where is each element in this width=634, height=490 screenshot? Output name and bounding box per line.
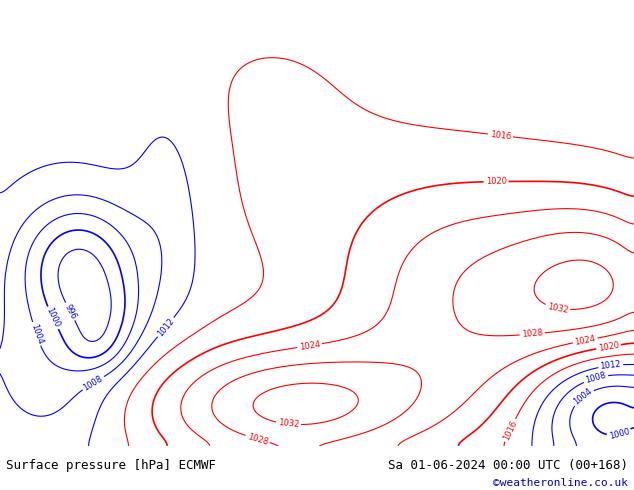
Text: ©weatheronline.co.uk: ©weatheronline.co.uk xyxy=(493,478,628,488)
Text: 1008: 1008 xyxy=(585,371,607,385)
Text: 1016: 1016 xyxy=(501,419,519,441)
Text: Sa 01-06-2024 00:00 UTC (00+168): Sa 01-06-2024 00:00 UTC (00+168) xyxy=(387,459,628,472)
Text: Surface pressure [hPa] ECMWF: Surface pressure [hPa] ECMWF xyxy=(6,459,216,472)
Text: 1000: 1000 xyxy=(44,306,61,329)
Text: 1024: 1024 xyxy=(299,340,321,352)
Text: 1012: 1012 xyxy=(600,360,621,371)
Text: 1008: 1008 xyxy=(82,374,105,392)
Text: 1024: 1024 xyxy=(574,334,597,347)
Text: 1004: 1004 xyxy=(29,322,44,345)
Text: 996: 996 xyxy=(63,302,78,320)
Text: 1020: 1020 xyxy=(597,341,619,353)
Text: 1012: 1012 xyxy=(155,316,176,338)
Text: 1004: 1004 xyxy=(572,387,594,407)
Text: 1028: 1028 xyxy=(521,329,543,340)
Text: 1028: 1028 xyxy=(246,432,269,446)
Text: 1016: 1016 xyxy=(489,130,512,141)
Text: 1032: 1032 xyxy=(278,418,299,430)
Text: 1032: 1032 xyxy=(547,302,569,315)
Text: 1020: 1020 xyxy=(486,177,507,186)
Text: 1000: 1000 xyxy=(608,427,630,441)
